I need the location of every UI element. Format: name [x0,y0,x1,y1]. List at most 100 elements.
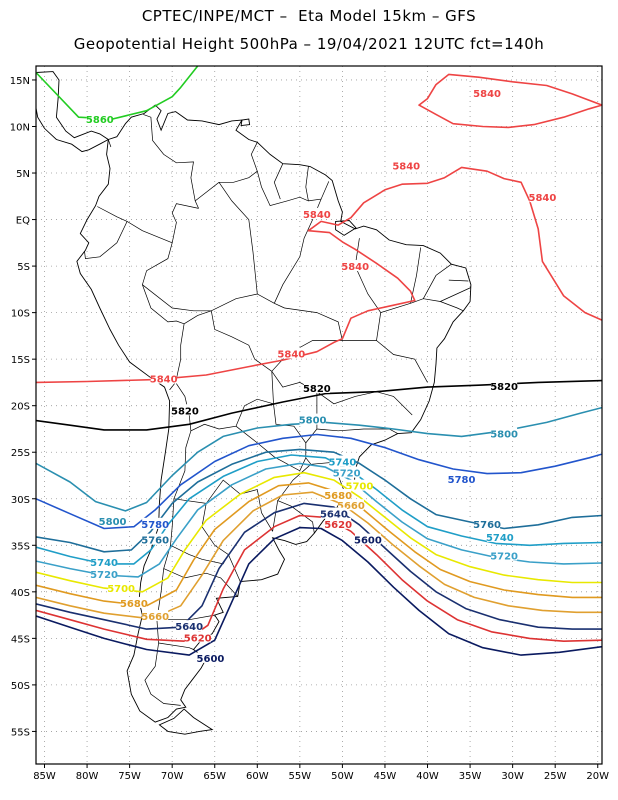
country-border [380,298,464,313]
contour-label-bg [329,455,356,467]
contour-5640 [36,502,602,630]
country-border [273,403,307,458]
lat-tick-label: 50S [11,681,30,692]
country-border [422,263,452,299]
coastline-south-america [76,104,472,723]
contour-label-bg [354,533,381,545]
contour-5740 [36,454,602,565]
contour-label-bg [303,207,330,219]
country-border [440,287,472,302]
lon-tick-label: 85W [33,771,56,782]
contour-label-bg [474,517,501,529]
contour-label: 5640 [320,510,348,521]
lon-tick-label: 30W [501,771,524,782]
country-border [194,142,258,202]
contour-label: 5680 [120,599,148,610]
contour-5860 [36,66,199,120]
contour-5600 [36,526,602,656]
lon-tick-label: 60W [246,771,269,782]
contour-label-bg [491,549,518,561]
contour-label: 5720 [90,570,118,581]
country-border [218,182,258,295]
axis-ticks: 85W 80W 75W 70W 65W 60W 55W 50W 45W 40W 35W 30W 25W 2… [10,76,609,782]
contour-5780 [36,433,602,530]
contour-label-bg [176,620,203,632]
contour-label: 5840 [528,193,556,204]
country-border [143,114,199,209]
country-border [305,166,309,201]
contour-label: 5640 [175,622,203,633]
contour-5840 [307,166,602,340]
contour-label: 5740 [486,533,514,544]
lon-tick-label: 40W [416,771,439,782]
contour-label-bg [333,466,360,478]
contour-label-bg [120,596,147,608]
lon-tick-label: 75W [118,771,141,782]
lon-tick-label: 20W [586,771,609,782]
lon-tick-label: 80W [76,771,99,782]
contour-5840 [418,73,602,129]
contour-label: 5720 [490,551,518,562]
coastline-trinidad [240,118,251,127]
lat-tick-label: EQ [16,216,30,227]
country-border [170,544,229,565]
contour-5620 [36,514,602,642]
contour-label-bg [197,651,224,663]
contour-label-bg [325,488,352,500]
country-border [183,310,274,404]
lat-tick-label: 5S [17,262,30,273]
contour-label-bg [171,404,198,416]
contour-label-bg [99,515,126,527]
contour-label: 5740 [328,457,356,468]
height-contours [36,66,602,656]
contour-label: 5760 [473,520,501,531]
contour-label: 5760 [141,536,169,547]
lat-tick-label: 40S [11,588,30,599]
lon-tick-label: 70W [161,771,184,782]
contour-label-bg [342,260,369,272]
contour-label-bg [393,159,420,171]
contour-label: 5820 [171,406,199,417]
country-border [169,323,185,391]
coastlines [36,71,472,735]
contour-label: 5740 [90,558,118,569]
contour-label-bg [303,381,330,393]
contour-label-bg [337,499,364,511]
contour-label: 5700 [346,482,374,493]
contour-label-bg [320,507,347,519]
lon-tick-label: 55W [289,771,312,782]
contour-label: 5840 [277,350,305,361]
contour-label-bg [491,380,518,392]
contour-5720 [36,462,602,578]
contour-label-bg [346,479,373,491]
map-title-line2: Geopotential Height 500hPa – 19/04/2021 … [73,35,545,53]
contour-label-bg [142,517,169,529]
lon-tick-label: 45W [374,771,397,782]
contour-label-bg [529,191,556,203]
contour-label: 5800 [490,430,518,441]
contour-label-bg [142,533,169,545]
contour-5840 [36,337,343,384]
country-border [158,642,194,650]
contour-label-bg [474,86,501,98]
country-border [272,500,279,532]
country-border [144,430,192,706]
contour-labels: 5860 5840 5840 5840 5840 5840 5840 5840 5820 5820… [86,86,556,665]
contour-label-bg [91,568,118,580]
contour-label: 5660 [337,501,365,512]
contour-label: 5820 [303,384,331,395]
coastline-tierra-del-fuego [158,708,214,735]
contour-label: 5620 [184,633,212,644]
contour-label: 5700 [107,584,135,595]
contour-label: 5800 [299,416,327,427]
contour-label: 5840 [473,89,501,100]
country-border [142,203,199,325]
plot-frame [35,65,603,765]
contour-label-bg [108,582,135,594]
lon-tick-label: 50W [331,771,354,782]
contour-label-bg [86,112,113,124]
country-border [448,279,469,282]
contour-5700 [36,471,602,593]
country-border [97,206,173,244]
contour-label: 5720 [333,469,361,480]
